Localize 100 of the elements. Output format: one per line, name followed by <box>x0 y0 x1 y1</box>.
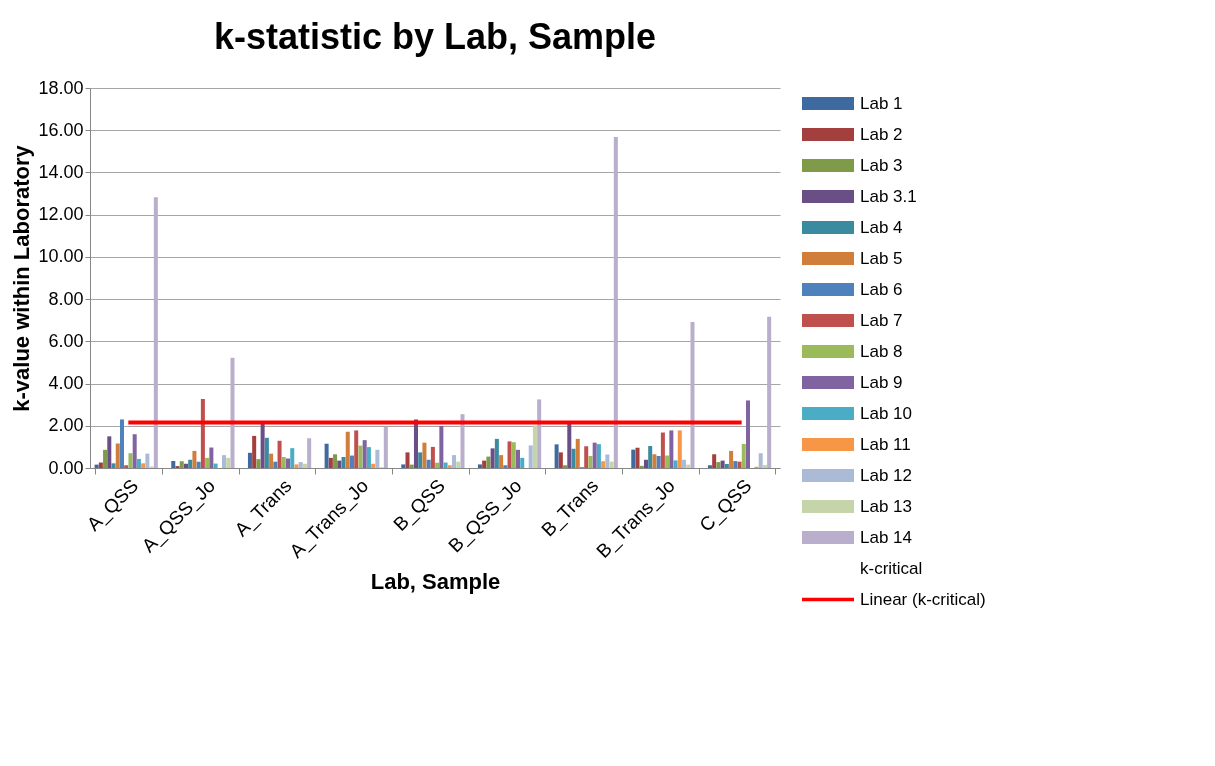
bar <box>345 431 350 468</box>
bar <box>328 457 333 468</box>
bar <box>537 399 542 468</box>
bar <box>188 459 193 468</box>
legend-label: Lab 2 <box>860 124 903 144</box>
legend-label: Lab 3.1 <box>860 186 917 206</box>
bar <box>196 461 201 468</box>
bar <box>383 426 388 468</box>
legend-label: Lab 9 <box>860 372 903 392</box>
bar <box>422 442 427 468</box>
bar <box>511 442 516 468</box>
bar <box>733 461 738 468</box>
bar <box>528 445 533 468</box>
bar <box>605 454 610 468</box>
bar <box>439 425 444 468</box>
bar <box>507 441 512 468</box>
bar <box>260 423 265 468</box>
legend-label: Lab 8 <box>860 341 903 361</box>
bar <box>354 430 359 468</box>
bar <box>767 316 772 468</box>
bar <box>183 463 188 468</box>
legend-label: Lab 7 <box>860 310 903 330</box>
bar <box>103 449 108 468</box>
bar <box>200 398 205 468</box>
bar <box>247 452 252 468</box>
bar <box>302 463 307 468</box>
bar <box>256 459 261 468</box>
bar <box>613 136 618 468</box>
bar <box>567 423 572 468</box>
legend-label: Lab 13 <box>860 496 912 516</box>
bar <box>230 357 235 468</box>
x-axis-title: Lab, Sample <box>370 568 501 594</box>
bar <box>418 452 423 468</box>
bar <box>716 462 721 468</box>
bar <box>153 197 158 468</box>
bar <box>115 443 120 468</box>
bar <box>690 322 695 468</box>
bar <box>720 460 725 468</box>
y-tick-label: 18.00 <box>38 77 84 98</box>
legend-label: Lab 14 <box>860 527 912 547</box>
bar <box>294 464 299 468</box>
bar <box>596 444 601 468</box>
bar <box>371 463 376 468</box>
bar <box>145 453 150 468</box>
y-tick-label: 8.00 <box>48 288 84 309</box>
bar <box>324 443 329 468</box>
bar <box>192 450 197 468</box>
bar <box>375 449 380 468</box>
bar <box>264 437 269 468</box>
bar <box>665 455 670 468</box>
bar <box>128 453 133 468</box>
bar <box>635 447 640 468</box>
chart-title: k-statistic by Lab, Sample <box>213 16 657 57</box>
bar <box>307 438 312 468</box>
bar <box>673 460 678 468</box>
bar <box>209 447 214 468</box>
bar <box>119 419 124 468</box>
bar <box>494 438 499 468</box>
bar <box>226 457 231 468</box>
bar <box>107 436 112 468</box>
bar <box>669 430 674 468</box>
bar <box>362 440 367 468</box>
bar <box>252 435 257 468</box>
bar <box>277 440 282 468</box>
bar <box>490 448 495 468</box>
bar <box>631 449 636 468</box>
bar <box>741 443 746 468</box>
bar <box>401 464 406 468</box>
bar <box>707 465 712 468</box>
bar <box>447 465 452 468</box>
bar <box>205 457 210 468</box>
legend-label: Lab 12 <box>860 465 912 485</box>
bar <box>452 455 457 468</box>
bar <box>456 461 461 468</box>
bar <box>273 461 278 468</box>
y-tick-label: 4.00 <box>48 373 84 394</box>
bar <box>124 465 129 468</box>
bar <box>298 462 303 468</box>
bar <box>648 446 653 468</box>
bar <box>558 452 563 468</box>
bar <box>554 444 559 468</box>
bar <box>588 455 593 468</box>
bar <box>682 459 687 468</box>
bar <box>171 461 176 468</box>
bar <box>584 446 589 468</box>
bar <box>609 461 614 468</box>
y-axis-title: k-value within Laboratory <box>9 144 35 412</box>
bar <box>601 461 606 468</box>
legend-label: Lab 10 <box>860 403 912 423</box>
bar <box>737 461 742 468</box>
bar <box>592 442 597 468</box>
bar <box>349 455 354 468</box>
bar <box>532 425 537 468</box>
bar <box>762 465 767 468</box>
bar <box>333 454 338 468</box>
bar <box>677 430 682 468</box>
bar <box>136 458 141 468</box>
y-tick-label: 14.00 <box>38 161 84 182</box>
y-tick-label: 10.00 <box>38 246 84 267</box>
legend-label: Lab 1 <box>860 93 903 113</box>
